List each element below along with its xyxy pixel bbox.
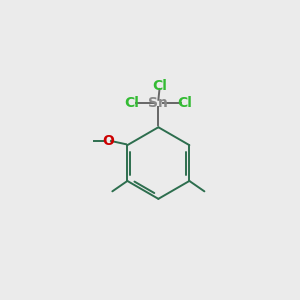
Text: Sn: Sn xyxy=(148,96,168,110)
Text: O: O xyxy=(102,134,114,148)
Text: Cl: Cl xyxy=(178,96,192,110)
Text: Cl: Cl xyxy=(124,96,139,110)
Text: Cl: Cl xyxy=(152,79,167,93)
